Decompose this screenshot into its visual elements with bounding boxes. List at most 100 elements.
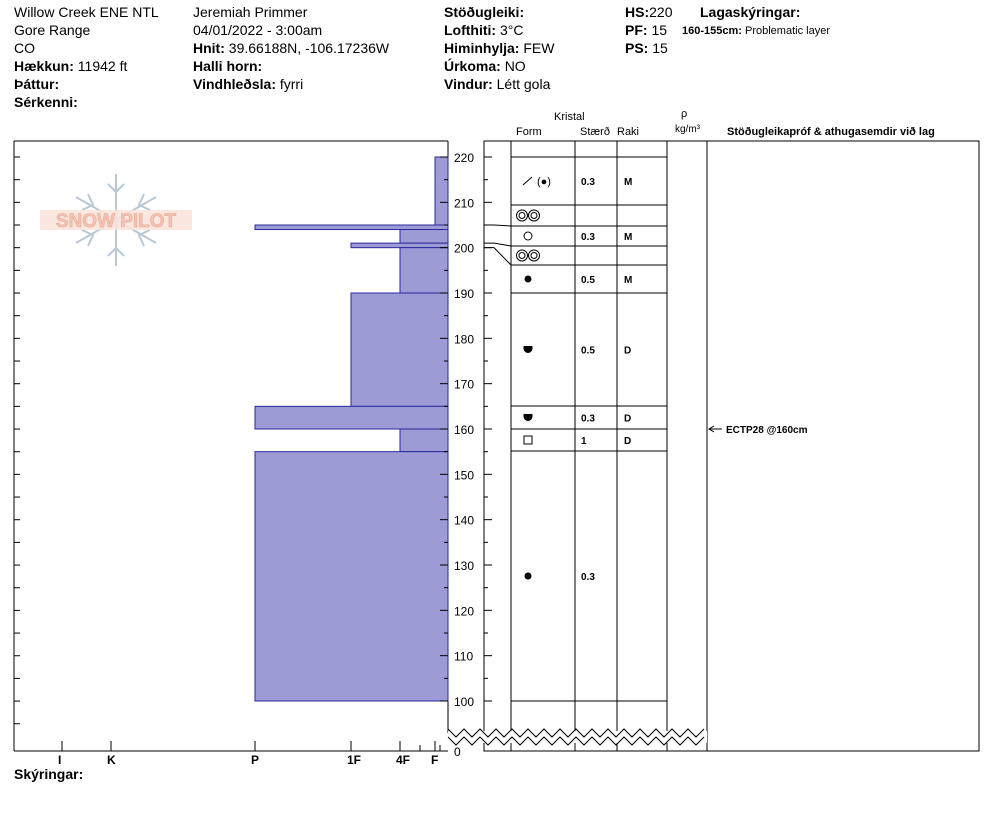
layer-symbol-rounding-faceted-icon: [523, 346, 533, 353]
moisture-value: D: [624, 346, 631, 357]
hardness-tick-label: P: [251, 753, 259, 767]
aspect-label: Þáttur:: [14, 76, 60, 92]
elevation-value: 11942 ft: [77, 58, 128, 74]
grain-size-value: 1: [581, 436, 587, 447]
half-square: [523, 414, 533, 421]
elevation-label: Hækkun:: [14, 58, 74, 74]
hardness-tick-label: F: [431, 753, 438, 767]
observation-datetime: 04/01/2022 - 3:00am: [193, 22, 323, 38]
hardness-tick-label: I: [58, 753, 61, 767]
inner-ring: [530, 252, 538, 259]
filled-circle: [524, 275, 532, 283]
inner-ring: [518, 212, 526, 219]
layer-symbol-melt-forms-clusters-icon: [516, 249, 540, 262]
snowpilot-logo: SNOW PILOT: [40, 174, 192, 266]
air-temperature: Lofthiti: 3°C: [444, 22, 523, 39]
depth-tick-label: 0: [454, 745, 461, 759]
hardness-bar: [350, 242, 449, 249]
moisture-value: D: [624, 414, 631, 425]
axis-break-mask: [448, 731, 707, 743]
sky-value: FEW: [523, 40, 555, 56]
outer-ring: [528, 249, 540, 262]
tests-header: Stöðugleikapróf & athugasemdir við lag: [727, 126, 935, 138]
arrow-head-icon: [708, 425, 715, 433]
depth-tick-label: 220: [454, 151, 474, 165]
crystal-header: Kristal: [554, 111, 585, 123]
grain-size-value: 0.3: [581, 572, 595, 583]
moisture-value: D: [624, 436, 631, 447]
hs-label: HS:: [625, 4, 650, 20]
sky-cover: Himinhylja: FEW: [444, 40, 554, 57]
moisture-value: M: [624, 232, 632, 243]
hardness-bar: [254, 451, 449, 702]
square: [523, 435, 533, 445]
hardness-bar: [254, 405, 449, 430]
layer-symbol-precip-particles-and-round-icon: (●): [522, 176, 551, 188]
moisture-value: M: [624, 275, 632, 286]
inner-ring: [530, 212, 538, 219]
air-temp-label: Lofthiti:: [444, 22, 497, 38]
ps: PS: 15: [625, 40, 668, 57]
depth-tick-label: 100: [454, 695, 474, 709]
sky-label: Himinhylja:: [444, 40, 520, 56]
open-circle: [523, 231, 533, 241]
wind-loading-value: fyrri: [279, 76, 304, 92]
layer-connector: [484, 224, 512, 227]
wind-value: Létt gola: [496, 76, 551, 92]
half-square: [523, 346, 533, 353]
comments-label: Skýringar:: [14, 766, 84, 782]
depth-tick-label: 150: [454, 468, 474, 482]
hs-value: 220: [649, 4, 673, 20]
hardness-bar: [399, 428, 449, 453]
hs: HS:220: [625, 4, 672, 21]
layer-note-range: 160-155cm:: [682, 25, 742, 37]
outer-ring: [516, 249, 528, 262]
depth-tick-label: 160: [454, 423, 474, 437]
depth-tick-label: 180: [454, 332, 474, 346]
dot-mark: (●): [537, 176, 551, 188]
coordinates-value: 39.66188N, -106.17236W: [228, 40, 390, 56]
hardness-bar: [399, 229, 449, 244]
layer-symbol-faceted-crystals-icon: [523, 435, 533, 445]
layer-note-text: Problematic layer: [745, 25, 830, 37]
moisture-value: M: [624, 177, 632, 188]
layer-notes-label: Lagaskýringar:: [700, 4, 801, 20]
wind-label: Vindur:: [444, 76, 493, 92]
layer-table-frame: [483, 140, 980, 752]
observer-name: Jeremiah Primmer: [193, 4, 308, 20]
layer-symbol-rounding-faceted-icon: [523, 414, 533, 421]
hardness-bar: [254, 224, 449, 231]
layer-symbol-melt-forms-clusters-icon: [516, 209, 540, 222]
pf: PF: 15: [625, 22, 667, 39]
depth-tick-label: 130: [454, 559, 474, 573]
stability-test-label: ECTP28 @160cm: [726, 425, 808, 436]
layer-symbol-rounded-grains-icon: [524, 275, 532, 283]
layer-connector: [484, 242, 512, 247]
size-header: Stærð: [580, 126, 610, 138]
stability-label: Stöðugleiki:: [444, 4, 525, 20]
grain-size-value: 0.5: [581, 275, 595, 286]
density-unit-header: kg/m³: [675, 124, 700, 135]
ps-value: 15: [652, 40, 668, 56]
form-header: Form: [516, 126, 542, 138]
depth-tick-label: 200: [454, 242, 474, 256]
location-name: Willow Creek ENE NTL: [14, 4, 159, 20]
hardness-bar: [434, 156, 449, 226]
rho-header: ρ: [681, 108, 688, 120]
grain-size-value: 0.3: [581, 414, 595, 425]
grain-size-value: 0.3: [581, 232, 595, 243]
depth-tick-label: 110: [454, 650, 473, 664]
hardness-tick-label: K: [107, 753, 116, 767]
outer-ring: [528, 209, 540, 222]
wind-loading: Vindhleðsla: fyrri: [193, 76, 303, 93]
depth-tick-label: 120: [454, 604, 474, 618]
hardness-bar: [399, 247, 449, 294]
elevation: Hækkun: 11942 ft: [14, 58, 127, 75]
depth-tick-label: 170: [454, 378, 474, 392]
moisture-header: Raki: [617, 126, 640, 138]
ps-label: PS:: [625, 40, 649, 56]
wind: Vindur: Létt gola: [444, 76, 550, 93]
hardness-bar: [350, 292, 449, 407]
depth-tick-label: 190: [454, 287, 474, 301]
slope-angle-label: Halli horn:: [193, 58, 263, 74]
